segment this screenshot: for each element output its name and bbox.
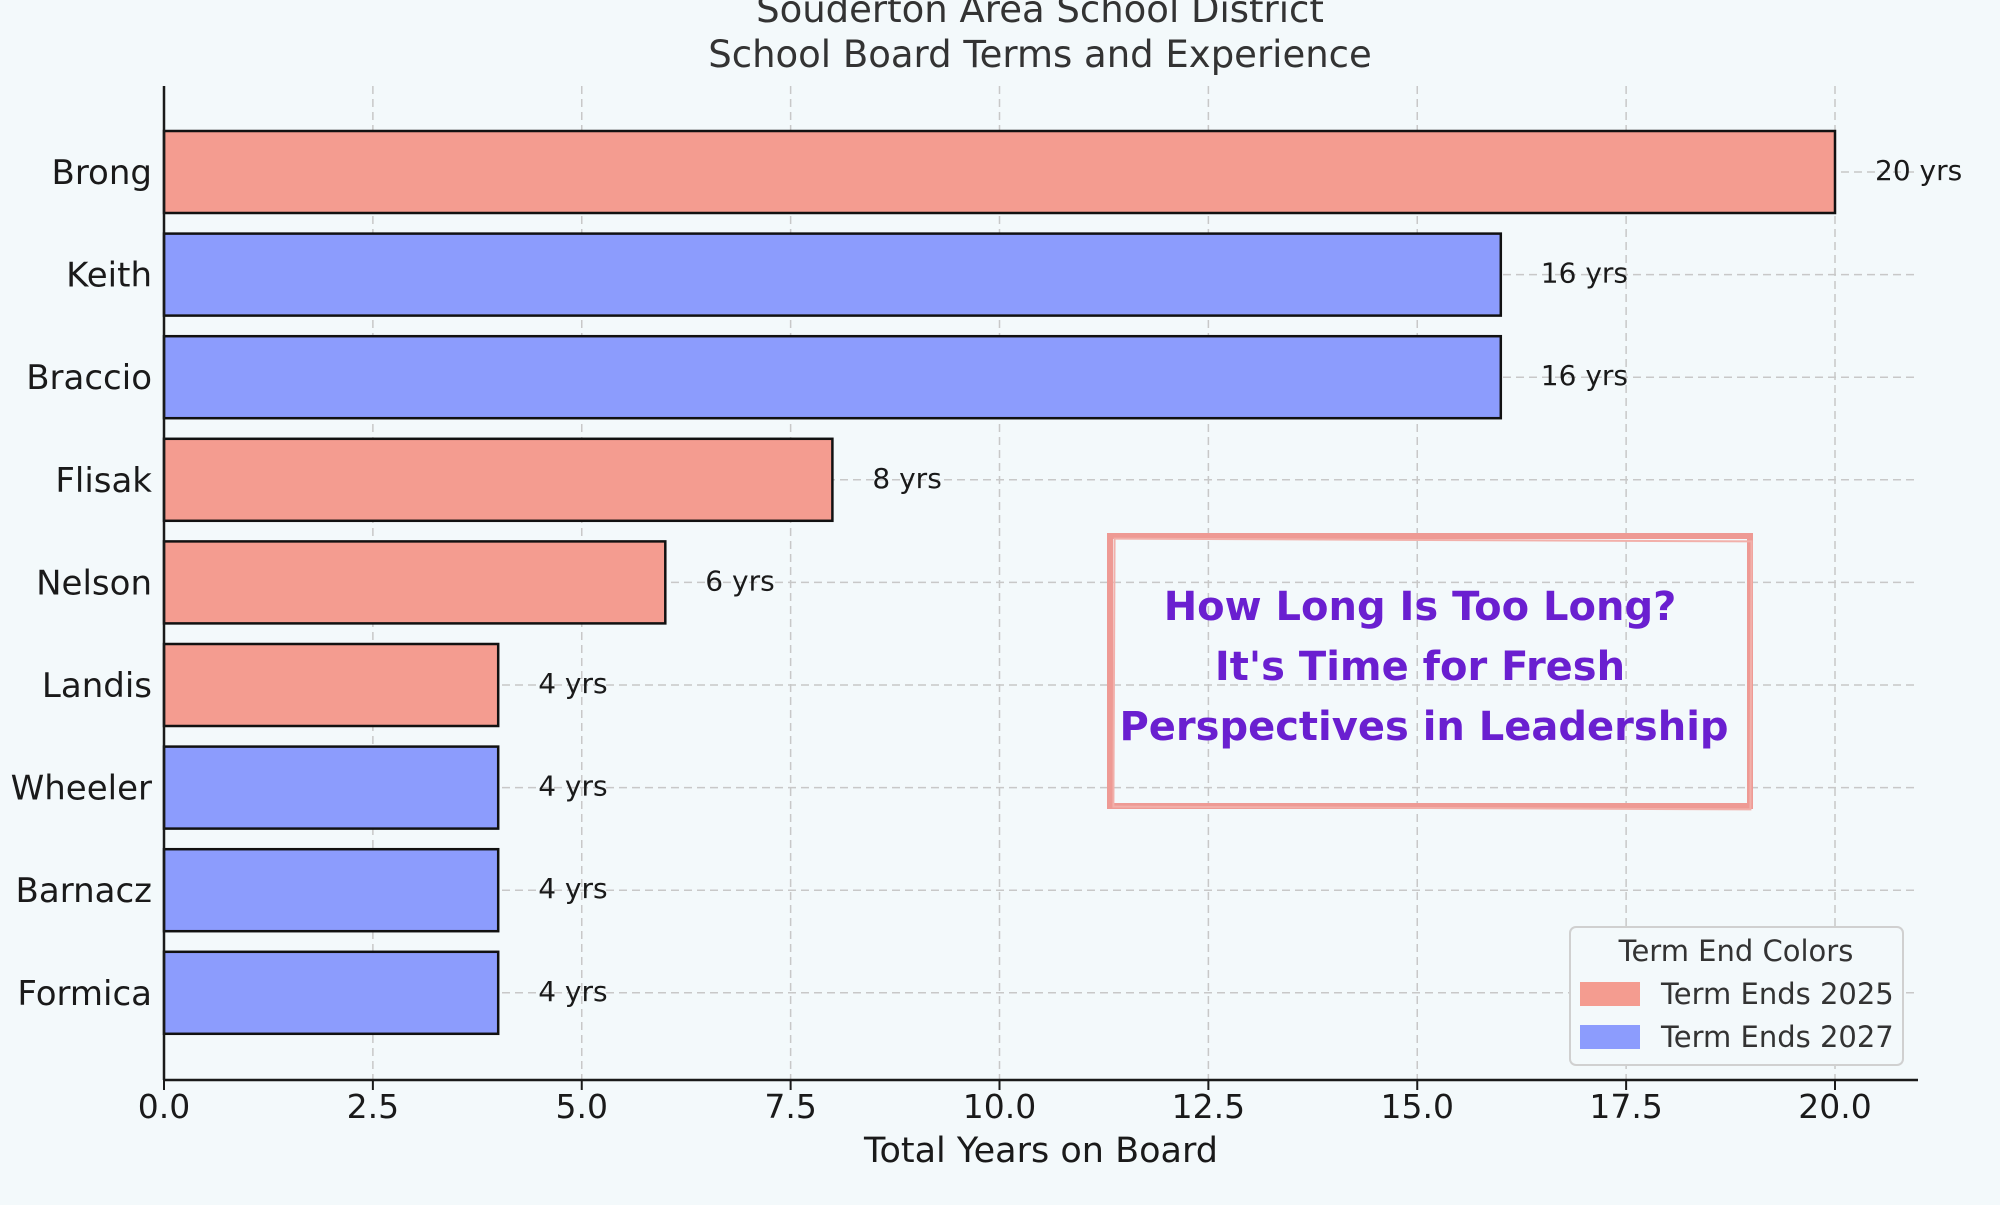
chart-subtitle: School Board Terms and Experience	[708, 33, 1372, 76]
bar-braccio	[162, 334, 1503, 420]
category-label: Nelson	[36, 563, 152, 603]
x-axis-label: Total Years on Board	[863, 1131, 1218, 1171]
value-label: 8 yrs	[872, 462, 941, 495]
value-labels: 20 yrs 16 yrs 16 yrs 8 yrs 6 yrs 4 yrs 4 yrs 4 …	[538, 154, 1962, 1008]
annotation-border-sketch	[1112, 537, 1753, 811]
category-label: Barnacz	[16, 871, 152, 911]
value-label: 16 yrs	[1541, 257, 1628, 290]
category-label: Landis	[42, 666, 152, 706]
legend-swatch-2027	[1580, 1025, 1640, 1049]
x-tick-label: 17.5	[1589, 1087, 1662, 1126]
x-tick-label: 10.0	[963, 1087, 1036, 1126]
bar-brong	[162, 129, 1837, 215]
legend-swatch-2025	[1580, 982, 1640, 1006]
legend-frame	[1569, 926, 1904, 1066]
annotation-line-1: How Long Is Too Long?	[1164, 584, 1677, 630]
bars	[162, 129, 1837, 1036]
legend-label-2027: Term Ends 2027	[1660, 1020, 1894, 1054]
x-tick-label: 20.0	[1798, 1087, 1871, 1126]
bar-keith	[162, 232, 1503, 317]
legend-title: Term End Colors	[1618, 934, 1854, 968]
value-label: 20 yrs	[1875, 154, 1962, 187]
x-axis-ticks: 0.0 2.5 5.0 7.5 10.0 12.5 15.0 17.5 20.0	[138, 1080, 1872, 1126]
legend: Term End Colors Term Ends 2025 Term Ends…	[1569, 926, 1904, 1066]
x-tick-label: 12.5	[1172, 1087, 1245, 1126]
value-label: 4 yrs	[538, 872, 607, 905]
bar-barnacz	[162, 847, 500, 933]
bar-landis	[162, 642, 500, 728]
category-label: Formica	[17, 974, 152, 1014]
value-label: 4 yrs	[538, 770, 607, 803]
bar-wheeler	[162, 745, 500, 830]
category-label: Flisak	[55, 461, 152, 501]
bar-flisak	[162, 437, 834, 523]
chart-title: Souderton Area School District	[756, 0, 1324, 31]
category-labels: Brong Keith Braccio Flisak Nelson Landis Wheel…	[11, 153, 153, 1014]
value-label: 6 yrs	[705, 564, 774, 597]
category-label: Brong	[52, 153, 153, 193]
x-tick-label: 2.5	[347, 1087, 399, 1126]
category-label: Wheeler	[11, 769, 152, 809]
bar-nelson	[162, 540, 667, 625]
x-tick-label: 0.0	[138, 1087, 190, 1126]
legend-label-2025: Term Ends 2025	[1660, 977, 1894, 1011]
category-label: Braccio	[26, 358, 152, 398]
value-label: 4 yrs	[538, 667, 607, 700]
bar-formica	[162, 950, 500, 1036]
x-tick-label: 15.0	[1381, 1087, 1454, 1126]
annotation-box: How Long Is Too Long? It's Time for Fres…	[1107, 533, 1753, 811]
annotation-border	[1107, 533, 1753, 809]
value-label: 16 yrs	[1541, 359, 1628, 392]
x-tick-label: 7.5	[764, 1087, 816, 1126]
x-tick-label: 5.0	[556, 1087, 608, 1126]
category-label: Keith	[66, 256, 152, 296]
annotation-line-3: Perspectives in Leadership	[1119, 704, 1728, 750]
value-label: 4 yrs	[538, 975, 607, 1008]
annotation-line-2: It's Time for Fresh	[1215, 644, 1625, 690]
